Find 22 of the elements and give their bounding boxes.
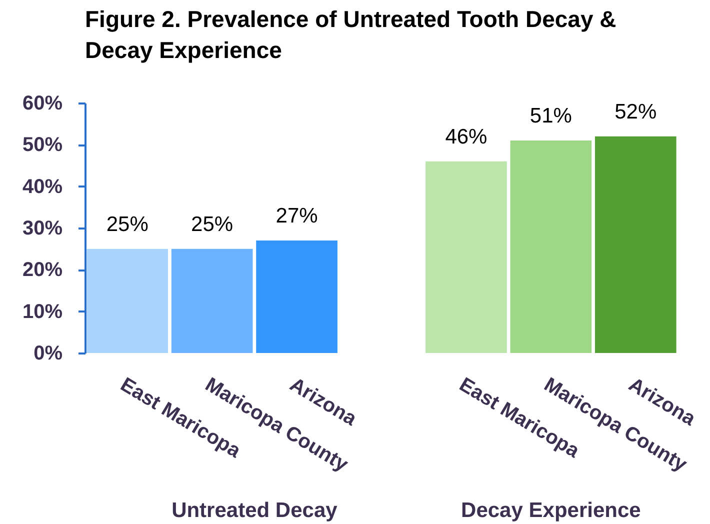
y-tick-label: 10% <box>22 300 63 323</box>
y-tick-label: 50% <box>22 134 63 156</box>
bar <box>594 136 676 353</box>
text: Decay Experience <box>461 499 641 522</box>
data-label: 52% <box>614 100 657 124</box>
chart-title: Figure 2. Prevalence of Untreated Tooth Decay & Decay Experience <box>85 6 616 63</box>
y-tick-label: 0% <box>34 342 63 364</box>
data-label: 25% <box>191 212 234 236</box>
y-tick-label: 20% <box>22 259 63 282</box>
data-label: 27% <box>276 204 318 228</box>
y-tick-label: 60% <box>22 92 63 114</box>
bar <box>171 248 253 353</box>
y-tick-label: 40% <box>22 176 63 198</box>
bar <box>256 240 338 353</box>
data-label: 46% <box>445 125 488 148</box>
data-label: 51% <box>530 104 572 128</box>
y-tick-label: 30% <box>22 218 63 240</box>
bar <box>86 248 168 353</box>
bar <box>510 140 592 353</box>
bar <box>426 161 507 353</box>
text: Untreated Decay <box>172 499 338 522</box>
data-label: 25% <box>106 212 148 236</box>
